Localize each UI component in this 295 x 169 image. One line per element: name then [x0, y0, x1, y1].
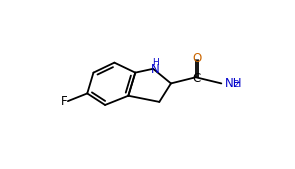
Text: N: N: [151, 63, 160, 76]
Text: F: F: [61, 95, 67, 108]
Text: 2: 2: [233, 80, 239, 89]
Text: O: O: [192, 52, 201, 65]
Text: C: C: [192, 71, 201, 84]
Text: H: H: [152, 58, 159, 67]
Text: NH: NH: [224, 77, 242, 90]
